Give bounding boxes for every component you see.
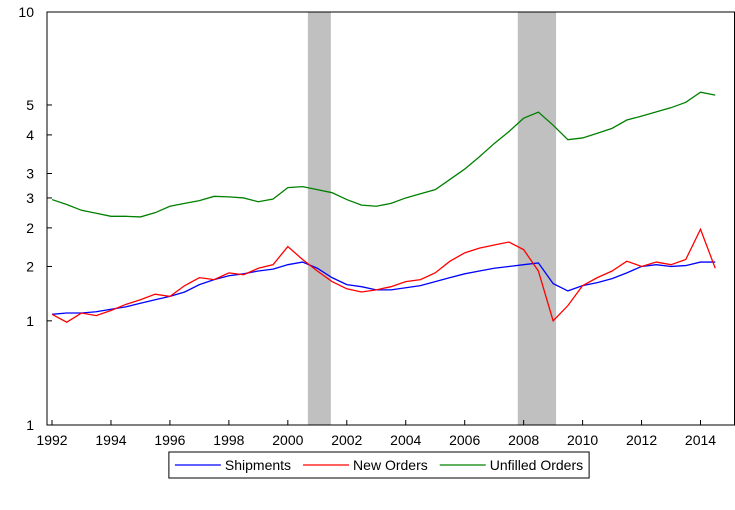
series-line	[51, 91, 716, 218]
x-tick-label: 2004	[390, 432, 421, 448]
series-line	[51, 227, 716, 323]
recession-shade	[307, 12, 331, 425]
y-tick-label: 10	[18, 4, 34, 20]
x-tick-label: 2000	[272, 432, 303, 448]
x-tick-label: 1994	[95, 432, 126, 448]
x-tick-label: 1992	[36, 432, 67, 448]
y-tick-label: 3	[26, 165, 34, 181]
x-tick-label: 2002	[331, 432, 362, 448]
y-tick-label: 2	[26, 258, 34, 274]
x-tick-label: 1998	[213, 432, 244, 448]
y-tick-label: 4	[26, 127, 34, 143]
x-tick-label: 1996	[154, 432, 185, 448]
legend-item: New Orders	[303, 457, 428, 473]
legend-label: Shipments	[225, 457, 291, 473]
y-tick-label: 2	[26, 220, 34, 236]
x-tick-label: 2012	[626, 432, 657, 448]
y-tick-label: 1	[26, 417, 34, 433]
y-tick-label: 3	[26, 190, 34, 206]
x-tick-label: 2010	[567, 432, 598, 448]
legend: Shipments New Orders Unfilled Orders	[168, 451, 590, 479]
legend-box	[168, 451, 590, 479]
legend-item: Shipments	[174, 457, 291, 473]
x-tick-label: 2008	[508, 432, 539, 448]
x-tick-label: 2006	[449, 432, 480, 448]
y-tick-label: 1	[26, 313, 34, 329]
plot-frame	[46, 11, 735, 426]
recession-shade	[517, 12, 557, 425]
legend-label: New Orders	[353, 457, 428, 473]
series-line	[51, 261, 716, 315]
y-tick-label: 5	[26, 97, 34, 113]
legend-item: Unfilled Orders	[439, 457, 583, 473]
legend-label: Unfilled Orders	[490, 457, 583, 473]
x-tick-label: 2014	[685, 432, 716, 448]
